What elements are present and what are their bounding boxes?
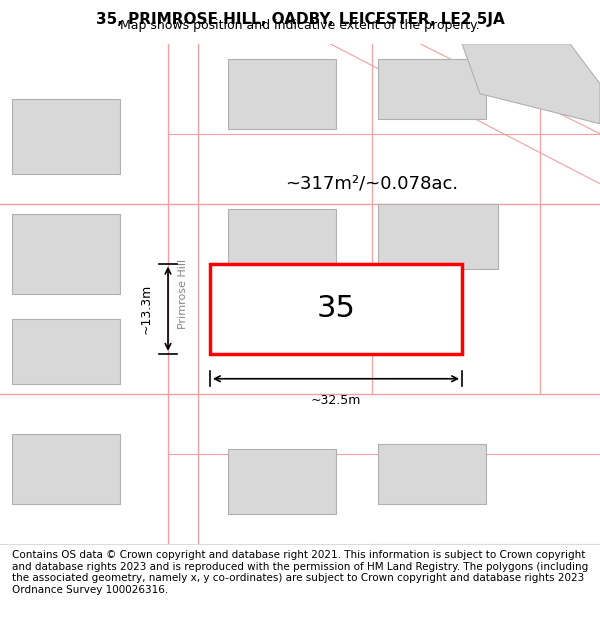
- Text: Contains OS data © Crown copyright and database right 2021. This information is : Contains OS data © Crown copyright and d…: [12, 550, 588, 595]
- Bar: [378, 444, 486, 504]
- Text: ~32.5m: ~32.5m: [311, 394, 361, 407]
- Text: 35, PRIMROSE HILL, OADBY, LEICESTER, LE2 5JA: 35, PRIMROSE HILL, OADBY, LEICESTER, LE2…: [95, 12, 505, 28]
- Polygon shape: [462, 44, 600, 124]
- Bar: [12, 434, 120, 504]
- Bar: [12, 319, 120, 384]
- Bar: [378, 204, 498, 269]
- Text: ~13.3m: ~13.3m: [140, 284, 153, 334]
- Bar: [228, 449, 336, 514]
- Bar: [12, 214, 120, 294]
- Text: 35: 35: [317, 294, 355, 323]
- Text: Map shows position and indicative extent of the property.: Map shows position and indicative extent…: [120, 19, 480, 31]
- Bar: [228, 209, 336, 274]
- Bar: [378, 59, 486, 119]
- Bar: [228, 59, 336, 129]
- Text: Primrose Hill: Primrose Hill: [178, 259, 188, 329]
- Text: ~317m²/~0.078ac.: ~317m²/~0.078ac.: [286, 175, 458, 192]
- Bar: [210, 264, 462, 354]
- Bar: [12, 99, 120, 174]
